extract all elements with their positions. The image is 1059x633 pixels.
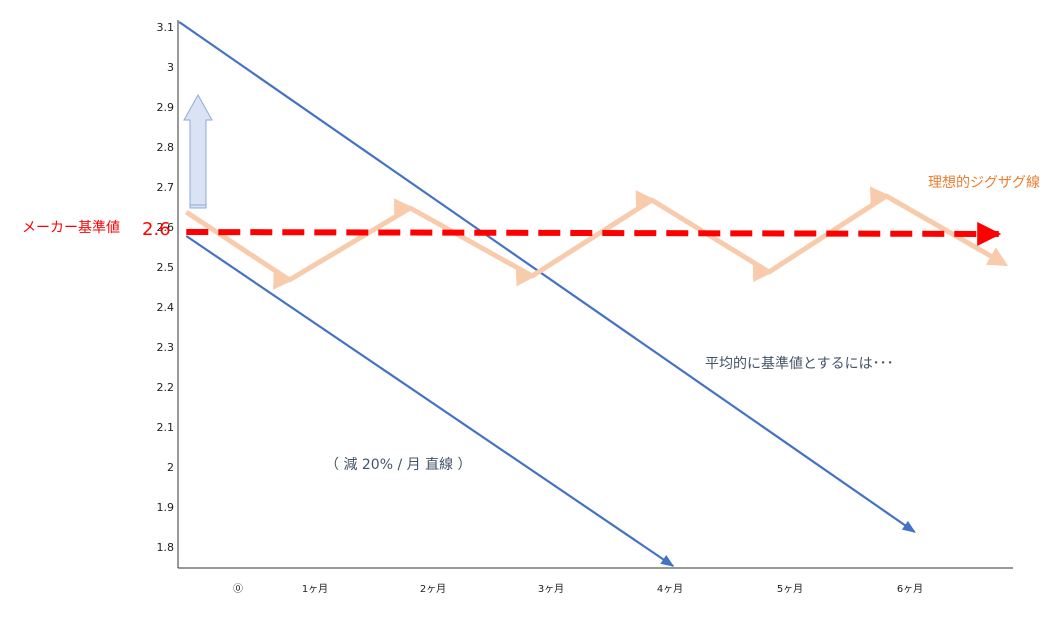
annotation: （ 減 20% / 月 直線 ） (325, 456, 472, 473)
x-tick-label: 2ヶ月 (420, 583, 446, 595)
x-tick-label: 3ヶ月 (538, 583, 564, 595)
y-tick-label: 3 (167, 61, 174, 74)
y-tick-label: 2.3 (157, 341, 175, 354)
annotation: 平均的に基準値とするには･･･ (705, 355, 894, 372)
y-tick-label: 1.8 (157, 541, 175, 554)
up-arrow (183, 93, 213, 209)
x-tick-label: 6ヶ月 (897, 583, 923, 595)
y-tick-label: 2.6 (157, 221, 175, 234)
series-line (185, 235, 675, 567)
y-tick-label: 2.1 (157, 421, 175, 434)
annotation: 理想的ジグザグ線 (928, 175, 1040, 191)
y-tick-label: 2.9 (157, 101, 175, 114)
x-tick-label: 1ヶ月 (302, 583, 328, 595)
series-line (184, 186, 1009, 290)
y-tick-label: 2.4 (157, 301, 175, 314)
annotation: メーカー基準値 (22, 219, 120, 236)
y-tick-label: 1.9 (157, 501, 175, 514)
x-tick-label: ⓪ (233, 583, 243, 595)
x-tick-label: 4ヶ月 (657, 583, 683, 595)
y-tick-label: 2 (167, 461, 174, 474)
series-line (186, 221, 1002, 246)
x-tick-label: 5ヶ月 (777, 583, 803, 595)
y-tick-label: 2.8 (157, 141, 175, 154)
annotation: 2.6 (142, 219, 171, 240)
y-tick-label: 2.5 (157, 261, 175, 274)
y-tick-label: 3.1 (157, 21, 175, 34)
y-tick-label: 2.7 (157, 181, 175, 194)
y-tick-label: 2.2 (157, 381, 175, 394)
